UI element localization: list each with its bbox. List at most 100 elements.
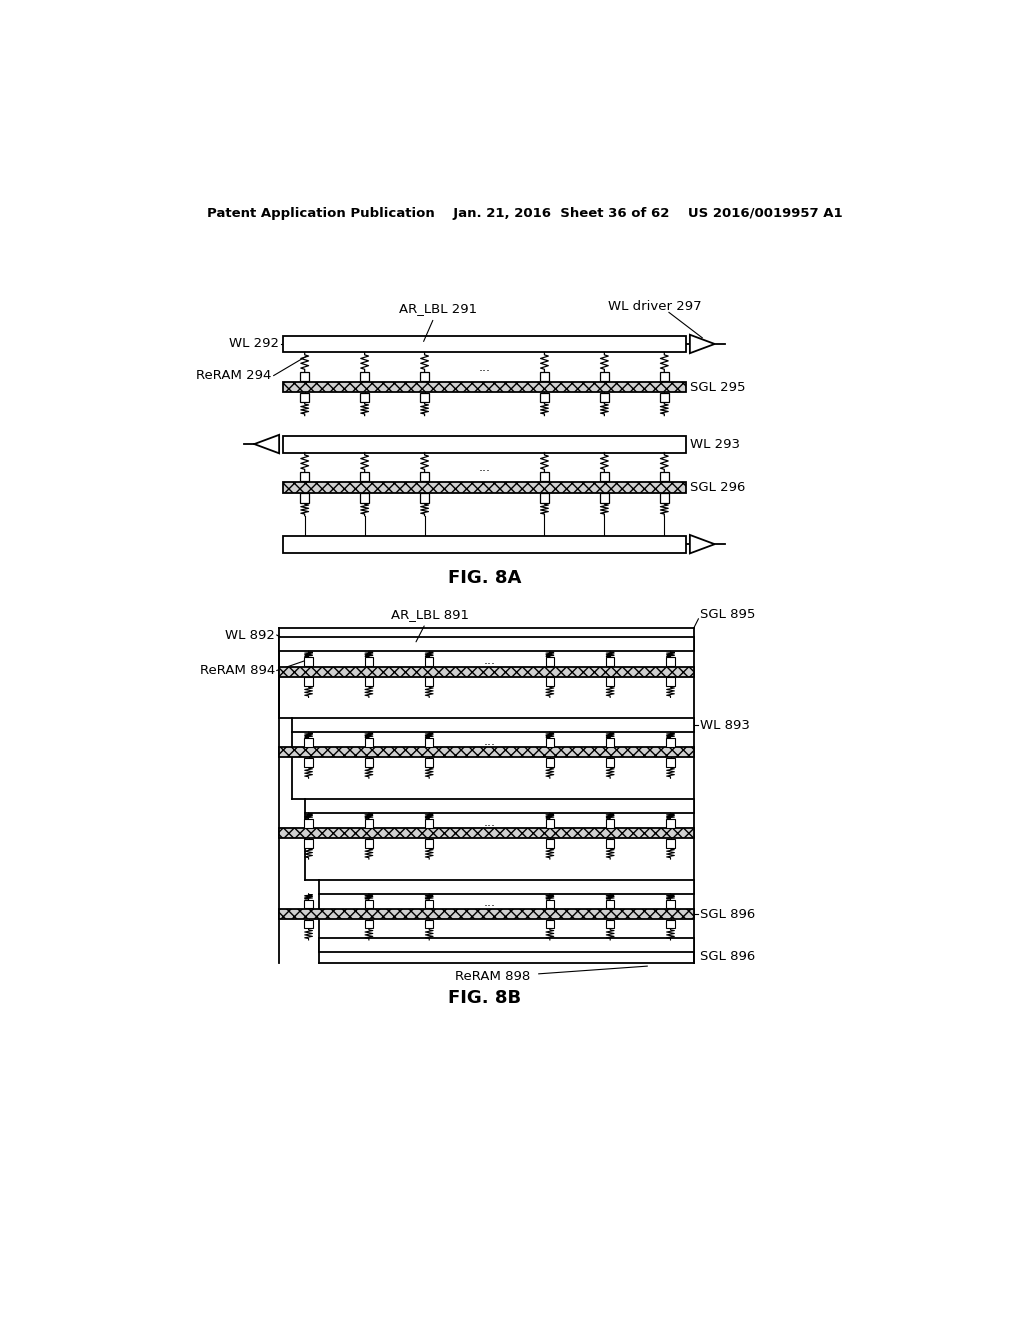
Bar <box>667 920 675 928</box>
Bar <box>300 393 309 403</box>
Text: Patent Application Publication    Jan. 21, 2016  Sheet 36 of 62    US 2016/00199: Patent Application Publication Jan. 21, … <box>207 207 843 220</box>
Bar <box>283 335 686 352</box>
Text: WL 293: WL 293 <box>690 437 740 450</box>
Text: WL 892: WL 892 <box>225 628 275 642</box>
Text: WL 292: WL 292 <box>229 338 280 351</box>
Bar <box>606 738 614 747</box>
Text: ReRAM 894: ReRAM 894 <box>200 664 275 677</box>
Bar <box>318 880 693 894</box>
Bar <box>546 657 554 665</box>
Text: AR_LBL 291: AR_LBL 291 <box>399 302 477 342</box>
Text: SGL 896: SGL 896 <box>700 908 756 920</box>
Text: ReRAM 294: ReRAM 294 <box>196 370 271 381</box>
Bar <box>365 818 373 828</box>
Bar <box>280 829 693 838</box>
Text: WL 893: WL 893 <box>700 718 750 731</box>
Bar <box>600 471 609 480</box>
Bar <box>546 900 554 908</box>
Text: ...: ... <box>478 461 490 474</box>
Bar <box>667 657 675 665</box>
Bar <box>667 677 675 686</box>
Bar <box>360 494 370 503</box>
Bar <box>606 677 614 686</box>
Bar <box>659 471 669 480</box>
Bar <box>425 758 433 767</box>
Bar <box>365 900 373 908</box>
Bar <box>659 494 669 503</box>
Bar <box>283 381 686 392</box>
Bar <box>425 818 433 828</box>
Bar <box>540 494 549 503</box>
Bar <box>606 758 614 767</box>
Bar <box>606 818 614 828</box>
Bar <box>365 738 373 747</box>
Text: FIG. 8B: FIG. 8B <box>447 989 521 1007</box>
Text: SGL 896: SGL 896 <box>700 950 756 964</box>
Bar <box>546 758 554 767</box>
Bar <box>600 494 609 503</box>
Bar <box>280 638 693 651</box>
Bar <box>280 909 693 919</box>
Bar <box>546 677 554 686</box>
Bar <box>600 393 609 403</box>
Bar <box>300 494 309 503</box>
Text: WL driver 297: WL driver 297 <box>608 300 702 313</box>
Bar <box>283 436 686 453</box>
Bar <box>425 738 433 747</box>
Bar <box>425 840 433 847</box>
Bar <box>420 471 429 480</box>
Bar <box>360 372 370 381</box>
Text: ...: ... <box>483 735 496 748</box>
Bar <box>365 677 373 686</box>
Bar <box>280 667 693 677</box>
Bar <box>365 758 373 767</box>
Bar <box>420 494 429 503</box>
Text: ...: ... <box>483 816 496 829</box>
Bar <box>425 657 433 665</box>
Bar <box>425 900 433 908</box>
Bar <box>546 738 554 747</box>
Bar <box>606 920 614 928</box>
Text: SGL 295: SGL 295 <box>690 380 745 393</box>
Bar <box>304 840 313 847</box>
Bar <box>546 818 554 828</box>
Bar <box>420 372 429 381</box>
Bar <box>304 818 313 828</box>
Bar <box>365 657 373 665</box>
Bar <box>540 471 549 480</box>
Text: FIG. 8A: FIG. 8A <box>447 569 521 587</box>
Bar <box>667 840 675 847</box>
Text: ...: ... <box>478 360 490 374</box>
Bar <box>659 393 669 403</box>
Bar <box>292 718 693 733</box>
Bar <box>546 840 554 847</box>
Bar <box>300 471 309 480</box>
Bar <box>546 920 554 928</box>
Bar <box>540 372 549 381</box>
Bar <box>304 758 313 767</box>
Bar <box>304 900 313 908</box>
Bar <box>600 372 609 381</box>
Polygon shape <box>254 434 280 453</box>
Bar <box>425 677 433 686</box>
Bar <box>667 758 675 767</box>
Bar <box>606 840 614 847</box>
Bar <box>425 920 433 928</box>
Bar <box>606 657 614 665</box>
Polygon shape <box>690 535 715 553</box>
Bar <box>606 900 614 908</box>
Bar <box>283 482 686 492</box>
Bar <box>300 372 309 381</box>
Bar <box>659 372 669 381</box>
Bar <box>667 818 675 828</box>
Text: SGL 296: SGL 296 <box>690 480 745 494</box>
Bar <box>667 900 675 908</box>
Text: ...: ... <box>483 896 496 909</box>
Text: AR_LBL 891: AR_LBL 891 <box>391 607 469 642</box>
Bar <box>304 738 313 747</box>
Bar <box>280 747 693 758</box>
Bar <box>365 840 373 847</box>
Bar <box>318 937 693 952</box>
Bar <box>667 738 675 747</box>
Bar <box>305 799 693 813</box>
